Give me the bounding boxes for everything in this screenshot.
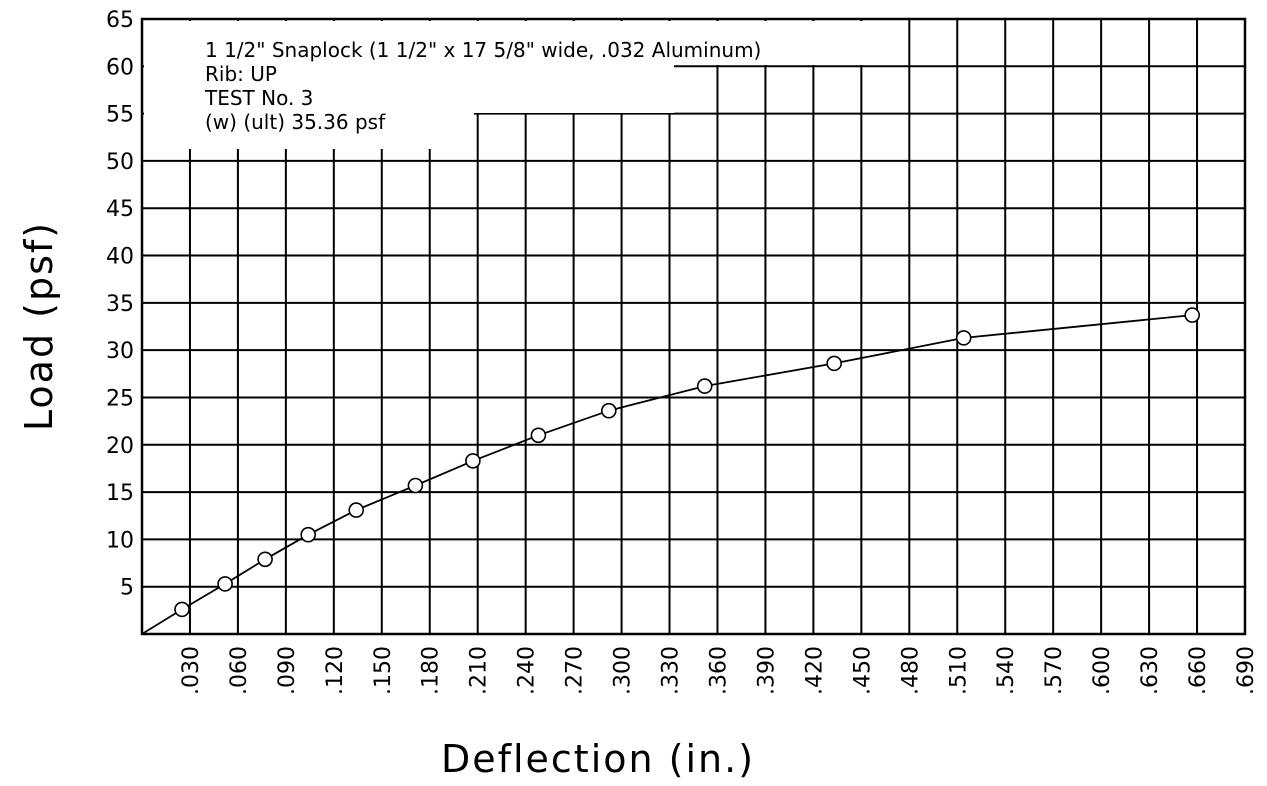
x-tick-label: .210: [467, 646, 492, 695]
data-point: [257, 551, 273, 568]
data-point: [600, 402, 617, 419]
y-tick-label: 20: [106, 434, 134, 459]
y-tick-label: 55: [106, 103, 134, 128]
y-tick-label: 65: [106, 8, 134, 33]
x-tick-label: .660: [1186, 646, 1211, 695]
data-point: [217, 576, 233, 592]
data-point: [300, 526, 317, 543]
y-tick-label: 50: [106, 150, 134, 175]
x-tick-label: .690: [1234, 646, 1259, 695]
y-tick-label: 60: [106, 55, 134, 80]
y-tick-label: 5: [120, 576, 134, 601]
x-tick-label: .180: [419, 646, 444, 695]
x-axis-title: Deflection (in.): [441, 737, 755, 781]
x-tick-label: .120: [323, 646, 348, 695]
y-axis-ticks: 5 10 15 20 25 30 35 40 45 50 55 60 65: [106, 8, 134, 601]
data-point: [407, 477, 424, 494]
data-point: [174, 601, 190, 618]
x-tick-label: .330: [659, 646, 684, 695]
annotation-line: 1 1/2" Snaplock (1 1/2" x 17 5/8" wide, …: [205, 38, 761, 62]
x-tick-label: .270: [563, 646, 588, 695]
annotation-line: (w) (ult) 35.36 psf: [205, 110, 386, 134]
y-tick-label: 30: [106, 339, 134, 364]
x-tick-label: .480: [898, 646, 923, 695]
x-tick-label: .600: [1090, 646, 1115, 695]
data-point: [530, 427, 547, 444]
y-axis-title: Load (psf): [17, 221, 61, 431]
x-tick-label: .420: [802, 646, 827, 695]
y-tick-label: 15: [106, 481, 134, 506]
data-point: [955, 330, 972, 346]
y-tick-label: 40: [106, 245, 134, 270]
y-tick-label: 45: [106, 197, 134, 222]
x-axis-ticks: .030 .060 .090 .120 .150 .180 .210 .240 .270 .300…: [179, 646, 1259, 695]
y-tick-label: 10: [106, 528, 134, 553]
data-point: [348, 502, 365, 518]
data-point: [826, 355, 843, 372]
annotation-line: Rib: UP: [205, 62, 277, 86]
x-tick-label: .540: [994, 646, 1019, 695]
data-point: [696, 378, 713, 394]
plot-frame: [140, 17, 1247, 636]
x-tick-label: .300: [611, 646, 636, 695]
x-tick-label: .030: [179, 646, 204, 695]
x-tick-label: .240: [515, 646, 540, 695]
x-tick-label: .390: [754, 646, 779, 695]
x-tick-label: .450: [850, 646, 875, 695]
y-tick-label: 25: [106, 386, 134, 411]
load-deflection-curve: [141, 314, 1193, 635]
x-tick-label: .060: [227, 646, 252, 695]
annotation-line: TEST No. 3: [204, 86, 313, 110]
legend-annotation: 1 1/2" Snaplock (1 1/2" x 17 5/8" wide, …: [144, 21, 888, 149]
y-tick-label: 35: [106, 292, 134, 317]
x-tick-label: .090: [275, 646, 300, 695]
data-point: [465, 453, 481, 469]
data-point: [1184, 307, 1200, 323]
x-tick-label: .510: [946, 646, 971, 695]
x-tick-label: .150: [371, 646, 396, 695]
data-markers: [174, 307, 1200, 618]
x-tick-label: .630: [1138, 646, 1163, 695]
x-tick-label: .570: [1042, 646, 1067, 695]
x-tick-label: .360: [706, 646, 731, 695]
annotation-backdrop: [144, 21, 674, 113]
